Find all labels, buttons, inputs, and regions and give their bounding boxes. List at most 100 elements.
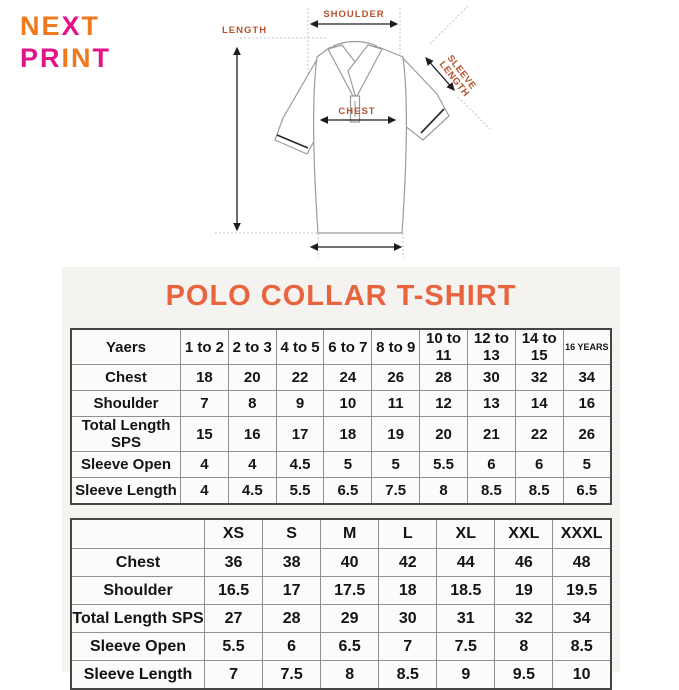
column-header: 6 to 7: [323, 328, 373, 365]
size-value-cell: 22: [514, 416, 564, 452]
size-value-cell: 28: [262, 604, 322, 633]
logo-letter: I: [61, 43, 72, 74]
row-label: Chest: [70, 548, 205, 577]
size-value-cell: 48: [552, 548, 612, 577]
row-label: Sleeve Open: [70, 632, 205, 661]
row-label: Shoulder: [70, 390, 181, 417]
size-value-cell: 18: [180, 364, 229, 391]
logo-letter: R: [40, 43, 62, 74]
header-row: XS S M L XL XXL XXXL: [70, 518, 612, 549]
size-value-cell: 9: [275, 390, 325, 417]
adult-size-table: XS S M L XL XXL XXXL Chest 36 38 40 42 44 46 48 Shoulde…: [70, 518, 612, 690]
size-value-cell: 16.5: [203, 576, 264, 605]
size-value-cell: 18: [323, 416, 373, 452]
logo-letter: N: [71, 43, 93, 74]
column-header: L: [378, 518, 438, 549]
size-value-cell: 34: [562, 364, 612, 391]
column-header: XL: [436, 518, 496, 549]
table-row: Total Length SPS 27 28 29 30 31 32 34: [70, 604, 612, 633]
shoulder-label: SHOULDER: [323, 9, 384, 20]
size-value-cell: 4: [180, 451, 229, 478]
column-header: XXXL: [552, 518, 612, 549]
size-value-cell: 6: [262, 632, 322, 661]
logo-letter: T: [92, 43, 112, 74]
column-header: 16 YEARS: [562, 328, 612, 365]
size-value-cell: 26: [562, 416, 612, 452]
row-label: Sleeve Length: [70, 660, 205, 690]
row-label: Sleeve Length: [70, 477, 181, 505]
measurement-diagram: SHOULDER LENGTH CHEST SLEEVE LENGTH: [195, 0, 500, 266]
size-value-cell: 6.5: [320, 632, 380, 661]
chest-label: CHEST: [338, 106, 375, 117]
table-row: Shoulder 16.5 17 17.5 18 18.5 19 19.5: [70, 576, 612, 605]
size-value-cell: 42: [378, 548, 438, 577]
size-value-cell: 20: [227, 364, 277, 391]
logo-letter: E: [41, 11, 62, 41]
tshirt-measurement-diagram: SHOULDER LENGTH CHEST SLEEVE LENGTH: [215, 5, 491, 258]
size-value-cell: 8.5: [552, 632, 612, 661]
sleeve-length-label: SLEEVE LENGTH: [437, 53, 478, 99]
size-value-cell: 32: [514, 364, 564, 391]
logo-line-print: PRINT: [20, 42, 111, 74]
column-header: 14 to 15: [514, 328, 564, 365]
table-row: Shoulder 7 8 9 10 11 12 13 14 16: [70, 390, 612, 417]
size-value-cell: 9: [436, 660, 496, 690]
size-value-cell: 21: [466, 416, 516, 452]
size-value-cell: 19: [371, 416, 421, 452]
table-row: Sleeve Length 7 7.5 8 8.5 9 9.5 10: [70, 660, 612, 690]
size-value-cell: 24: [323, 364, 373, 391]
column-header: XXL: [494, 518, 554, 549]
size-value-cell: 5.5: [203, 632, 264, 661]
column-header: 10 to 11: [419, 328, 468, 365]
table-row: Sleeve Open 5.5 6 6.5 7 7.5 8 8.5: [70, 632, 612, 661]
size-value-cell: 7.5: [436, 632, 496, 661]
size-value-cell: 5.5: [275, 477, 325, 505]
size-value-cell: 28: [419, 364, 468, 391]
size-value-cell: 13: [466, 390, 516, 417]
size-value-cell: 17.5: [320, 576, 380, 605]
row-label: Chest: [70, 364, 181, 391]
size-value-cell: 4: [180, 477, 229, 505]
size-value-cell: 36: [203, 548, 264, 577]
size-value-cell: 16: [562, 390, 612, 417]
size-value-cell: 7: [378, 632, 438, 661]
size-value-cell: 4: [227, 451, 277, 478]
size-value-cell: 38: [262, 548, 322, 577]
size-value-cell: 5.5: [419, 451, 468, 478]
size-value-cell: 17: [262, 576, 322, 605]
size-value-cell: 5: [323, 451, 373, 478]
table-row: Sleeve Open 4 4 4.5 5 5 5.5 6 6 5: [70, 451, 612, 478]
size-value-cell: 7.5: [262, 660, 322, 690]
size-value-cell: 29: [320, 604, 380, 633]
collar-right-flap: [347, 44, 383, 99]
brand-logo: NEXT PRINT: [20, 10, 111, 75]
column-header: 8 to 9: [371, 328, 421, 365]
size-value-cell: 19.5: [552, 576, 612, 605]
size-value-cell: 7: [180, 390, 229, 417]
column-header: 2 to 3: [227, 328, 277, 365]
polo-shirt-drawing: [274, 40, 450, 234]
column-header: M: [320, 518, 380, 549]
column-header: 1 to 2: [180, 328, 229, 365]
length-label: LENGTH: [222, 25, 267, 36]
table-row: Chest 36 38 40 42 44 46 48: [70, 548, 612, 577]
column-header: 12 to 13: [466, 328, 516, 365]
size-value-cell: 19: [494, 576, 554, 605]
size-value-cell: 17: [275, 416, 325, 452]
size-value-cell: 12: [419, 390, 468, 417]
logo-letter: N: [20, 11, 42, 41]
size-value-cell: 32: [494, 604, 554, 633]
size-value-cell: 6.5: [562, 477, 612, 505]
size-value-cell: 5: [562, 451, 612, 478]
size-value-cell: 34: [552, 604, 612, 633]
size-value-cell: 18: [378, 576, 438, 605]
size-value-cell: 40: [320, 548, 380, 577]
column-header: [70, 518, 205, 549]
row-label: Shoulder: [70, 576, 205, 605]
logo-letter: T: [81, 11, 101, 41]
row-label: Total Length SPS: [70, 604, 205, 633]
row-label: Total Length SPS: [70, 416, 181, 452]
size-value-cell: 16: [227, 416, 277, 452]
size-value-cell: 8.5: [514, 477, 564, 505]
